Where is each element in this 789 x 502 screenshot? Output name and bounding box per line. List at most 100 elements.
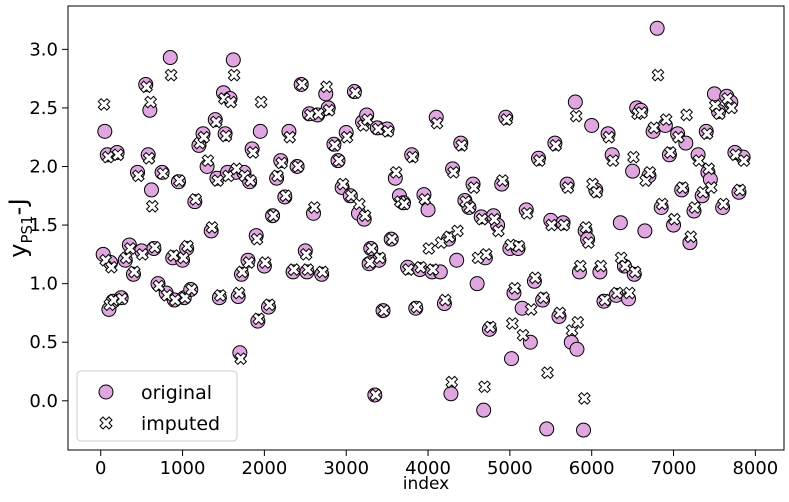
imputed-point-9 — [123, 242, 137, 255]
imputed-point-130 — [545, 218, 559, 232]
imputed-point-28 — [185, 283, 198, 296]
imputed-point-156 — [639, 174, 653, 187]
original-point-41 — [225, 52, 241, 68]
imputed-point-15 — [144, 95, 158, 109]
y-tick-label-2: 1.0 — [29, 274, 58, 295]
imputed-point-39 — [221, 169, 235, 183]
imputed-point-11 — [131, 169, 145, 183]
imputed-point-21 — [164, 68, 178, 82]
imputed-point-53 — [258, 256, 272, 269]
imputed-point-79 — [358, 209, 372, 223]
imputed-point-61 — [291, 160, 305, 173]
imputed-point-147 — [606, 154, 620, 168]
plot-markers — [95, 20, 751, 438]
imputed-point-132 — [553, 306, 567, 320]
imputed-point-161 — [659, 113, 673, 127]
imputed-point-4 — [104, 260, 118, 274]
legend-box — [76, 370, 238, 442]
imputed-point-149 — [614, 251, 628, 265]
imputed-point-94 — [410, 300, 423, 314]
imputed-point-57 — [275, 156, 288, 170]
imputed-point-25 — [176, 251, 190, 265]
imputed-point-0 — [97, 97, 111, 111]
imputed-point-106 — [455, 139, 469, 152]
imputed-point-54 — [262, 298, 276, 312]
imputed-point-19 — [156, 167, 170, 180]
imputed-point-31 — [197, 130, 211, 144]
imputed-point-77 — [352, 197, 366, 211]
original-point-112 — [476, 402, 492, 418]
original-point-142 — [584, 117, 600, 133]
imputed-point-146 — [602, 130, 616, 144]
imputed-point-181 — [737, 154, 751, 168]
original-point-16 — [143, 182, 159, 198]
imputed-point-126 — [528, 271, 542, 285]
imputed-point-89 — [389, 165, 403, 179]
y-tick-label-3: 1.5 — [29, 215, 58, 236]
legend-imputed-label: imputed — [141, 413, 220, 435]
imputed-point-13 — [140, 80, 153, 94]
y-tick-label-1: 0.5 — [29, 332, 58, 353]
imputed-point-56 — [271, 169, 284, 183]
imputed-point-145 — [598, 293, 612, 307]
imputed-point-110 — [471, 251, 485, 265]
imputed-point-165 — [676, 181, 689, 194]
imputed-point-180 — [733, 183, 747, 197]
imputed-point-172 — [702, 162, 716, 176]
imputed-point-105 — [451, 224, 464, 238]
imputed-point-115 — [487, 212, 501, 226]
imputed-point-167 — [684, 230, 698, 244]
imputed-point-81 — [363, 256, 377, 269]
original-point-21 — [162, 50, 178, 66]
imputed-point-123 — [516, 328, 530, 342]
imputed-point-69 — [320, 80, 333, 94]
original-point-103 — [443, 386, 459, 402]
imputed-point-7 — [115, 292, 129, 306]
imputed-point-58 — [279, 189, 293, 203]
imputed-point-139 — [577, 392, 591, 405]
x-tick-label-4: 4000 — [405, 458, 451, 479]
imputed-point-68 — [316, 265, 329, 279]
imputed-point-85 — [373, 251, 387, 265]
imputed-point-60 — [287, 263, 301, 276]
imputed-point-47 — [242, 256, 256, 269]
imputed-point-24 — [172, 174, 186, 187]
original-point-136 — [567, 94, 583, 110]
imputed-point-148 — [610, 286, 624, 300]
x-tick-label-8: 8000 — [732, 458, 778, 479]
imputed-point-48 — [244, 174, 257, 187]
imputed-point-51 — [252, 312, 266, 326]
imputed-point-97 — [422, 242, 436, 255]
imputed-point-32 — [201, 154, 215, 168]
original-point-129 — [539, 421, 555, 437]
imputed-point-163 — [667, 212, 681, 226]
y-axis-ticks: 0.0 0.5 1.0 1.5 2.0 2.5 3.0 — [29, 39, 68, 412]
imputed-point-114 — [483, 320, 497, 334]
x-axis-ticks: 0 1000 2000 3000 4000 5000 6000 7000 8000 — [95, 450, 778, 479]
imputed-point-158 — [647, 121, 661, 135]
imputed-point-121 — [508, 281, 522, 295]
imputed-point-41 — [227, 68, 241, 82]
imputed-point-84 — [371, 122, 385, 136]
imputed-point-73 — [336, 177, 350, 191]
imputed-point-95 — [414, 260, 428, 274]
imputed-point-152 — [627, 150, 640, 164]
original-point-156 — [637, 223, 653, 239]
imputed-point-125 — [524, 303, 538, 316]
imputed-point-64 — [301, 263, 315, 276]
x-axis-label: index — [403, 474, 450, 494]
imputed-point-18 — [152, 279, 166, 293]
imputed-point-116 — [492, 224, 505, 238]
x-tick-label-0: 0 — [95, 458, 106, 479]
imputed-point-142 — [586, 177, 599, 191]
imputed-point-49 — [246, 146, 260, 159]
original-point-137 — [569, 341, 585, 357]
imputed-point-6 — [111, 148, 125, 162]
imputed-point-108 — [463, 201, 477, 214]
imputed-point-72 — [332, 154, 346, 168]
imputed-point-144 — [594, 259, 608, 273]
imputed-point-141 — [582, 236, 595, 250]
imputed-point-155 — [635, 106, 649, 120]
original-point-105 — [449, 252, 465, 268]
